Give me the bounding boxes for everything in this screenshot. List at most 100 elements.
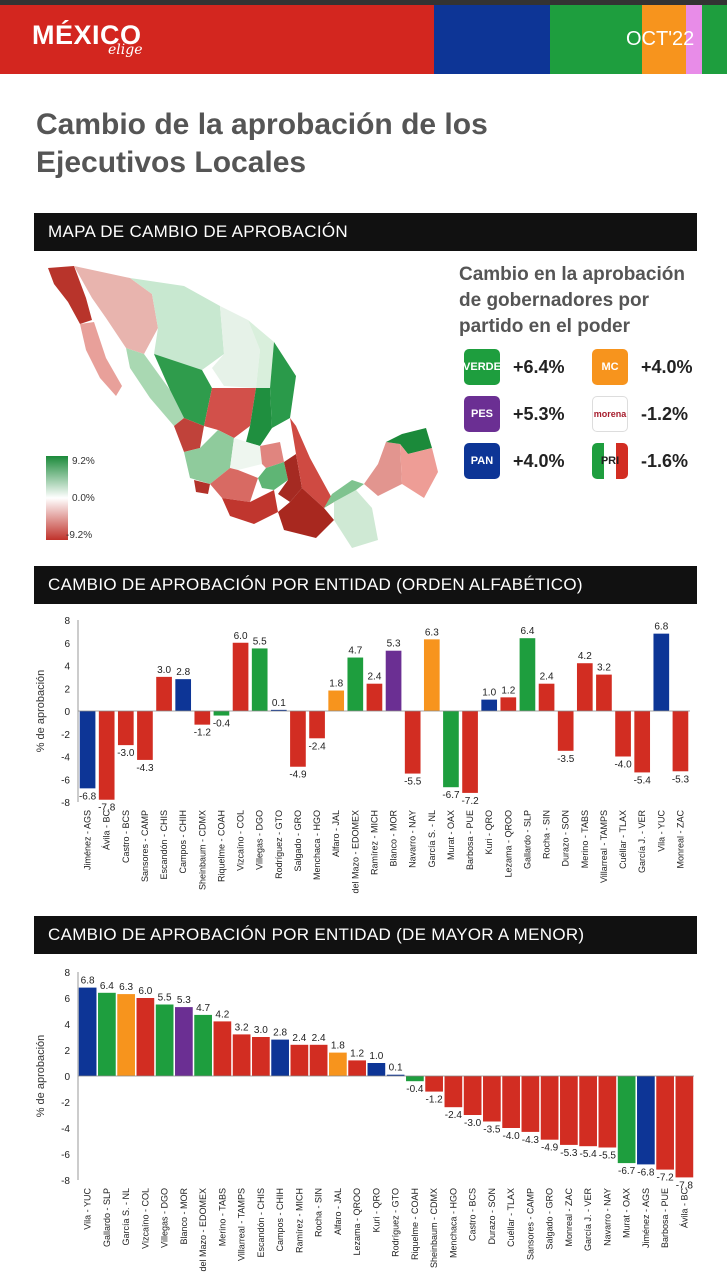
category-label: Vizcaíno - COL xyxy=(236,810,246,871)
category-label: Lezama - QROO xyxy=(503,810,513,878)
y-tick-label: 8 xyxy=(64,616,70,627)
chart-bar xyxy=(634,711,651,773)
category-label: Menchaca - HGO xyxy=(312,810,322,880)
category-label: Villarreal - TAMPS xyxy=(599,810,609,883)
party-item-verde: VERDE +6.4% xyxy=(463,349,565,385)
chart-bar xyxy=(232,1034,251,1076)
bar-value-label: 3.0 xyxy=(157,665,171,676)
category-label: Sheinbaum - CDMX xyxy=(197,810,207,890)
map-state-slp xyxy=(246,388,272,446)
category-label: Rodríguez - GTO xyxy=(391,1188,401,1257)
chart-bar xyxy=(309,711,325,739)
category-label: Riquelme - COAH xyxy=(410,1188,420,1260)
map-state-nay xyxy=(174,418,204,452)
chart-bar xyxy=(598,1076,617,1148)
bar-value-label: -5.5 xyxy=(404,777,422,788)
bar-value-label: -1.2 xyxy=(426,1095,444,1106)
bar-value-label: -3.0 xyxy=(464,1118,482,1129)
bar-value-label: 1.2 xyxy=(350,1048,364,1059)
bar-value-label: -0.4 xyxy=(213,719,231,730)
bar-value-label: -4.0 xyxy=(614,760,632,771)
party-item-mc: MC +4.0% xyxy=(592,349,693,385)
bar-value-label: 5.5 xyxy=(253,636,267,647)
category-label: Jiménez - AGS xyxy=(83,810,93,870)
bar-value-label: 6.0 xyxy=(234,631,248,642)
chart-bar xyxy=(366,683,383,711)
category-label: Villegas - DGO xyxy=(255,810,265,870)
bar-value-label: -2.4 xyxy=(308,741,326,752)
party-value: +4.0% xyxy=(641,356,693,377)
mc-logo-icon: MC xyxy=(592,349,628,385)
map-state-tabs xyxy=(324,480,364,508)
verde-logo-icon: VERDE xyxy=(463,349,501,385)
y-tick-label: 2 xyxy=(64,1046,70,1057)
category-label: Monreal - ZAC xyxy=(564,1188,574,1247)
chart-bar xyxy=(194,1014,212,1076)
category-label: del Mazo - EDOMEX xyxy=(350,810,360,894)
bar-chart-sorted: % de aprobación 8 6 4 2 0 -2 -4 -6 -8 6.8 Vila - YU… xyxy=(35,968,694,1272)
pes-logo-icon: PES xyxy=(464,396,500,432)
bar-value-label: -4.9 xyxy=(541,1143,559,1154)
party-item-pri: PRI -1.6% xyxy=(592,443,688,479)
chart-bar xyxy=(672,711,689,772)
map-state-sin xyxy=(126,348,184,426)
chart-bar xyxy=(483,1076,501,1122)
bar-value-label: -6.7 xyxy=(442,790,460,801)
logo-text: MÉXICO xyxy=(32,20,142,50)
map-state-pue xyxy=(278,454,302,502)
y-tick-label: -6 xyxy=(61,1150,70,1161)
chart-bar xyxy=(538,683,555,711)
bar-value-label: 2.4 xyxy=(292,1033,306,1044)
bar-value-label: -5.5 xyxy=(599,1151,617,1162)
chart-bar xyxy=(290,1044,309,1076)
chart-bar xyxy=(328,690,345,711)
bar-value-label: 6.3 xyxy=(425,627,439,638)
bar-chart-alphabetical: % de aprobación 8 6 4 2 0 -2 -4 -6 -8 -6.8 Jiménez … xyxy=(35,616,690,894)
morena-logo-icon: morena xyxy=(592,396,628,432)
chart-bar xyxy=(675,1076,694,1178)
category-label: Kuri - QRO xyxy=(484,810,494,855)
bar-value-label: -1.2 xyxy=(194,728,212,739)
bar-value-label: -0.4 xyxy=(406,1084,424,1095)
bar-value-label: -2.4 xyxy=(445,1110,463,1121)
category-label: Murat - OAX xyxy=(622,1188,632,1238)
chart-bar xyxy=(481,699,498,711)
category-label: Alfaro - JAL xyxy=(333,1188,343,1235)
scale-top-label: 9.2% xyxy=(72,456,95,467)
chart-bar xyxy=(462,711,478,793)
chart-bar xyxy=(329,1052,347,1076)
section-alpha-header: CAMBIO DE APROBACIÓN POR ENTIDAD (ORDEN … xyxy=(34,566,697,604)
bar-value-label: 1.8 xyxy=(329,679,343,690)
map-state-chis xyxy=(334,490,378,548)
bar-value-label: 4.2 xyxy=(578,651,592,662)
category-label: Cuéllar - TLAX xyxy=(618,810,628,869)
y-tick-label: 2 xyxy=(64,684,70,695)
bar-value-label: 3.0 xyxy=(254,1025,268,1036)
chart-bar xyxy=(213,711,230,716)
category-label: Blanco - MOR xyxy=(389,810,399,867)
chart-bar xyxy=(579,1076,597,1147)
map-state-mich xyxy=(210,468,258,502)
category-label: Riquelme - COAH xyxy=(216,810,226,882)
chart-bar xyxy=(175,679,192,711)
chart-bar xyxy=(615,711,631,757)
y-tick-label: 6 xyxy=(64,639,70,650)
bar-value-label: 6.4 xyxy=(100,981,114,992)
chart-bar xyxy=(519,638,536,711)
mexico-map xyxy=(48,266,438,548)
party-value: +5.3% xyxy=(513,403,565,424)
bar-value-label: 2.8 xyxy=(273,1028,287,1039)
category-label: Villarreal - TAMPS xyxy=(237,1188,247,1261)
map-state-chih xyxy=(130,278,224,370)
chart-bar xyxy=(367,1063,386,1076)
chart-bar xyxy=(117,994,135,1076)
map-state-dgo xyxy=(154,354,212,426)
chart-bar xyxy=(423,639,440,711)
chart-bar xyxy=(540,1076,559,1140)
category-label: Salgado - GRO xyxy=(545,1188,555,1250)
chart-bar xyxy=(155,1004,174,1076)
chart-bar xyxy=(425,1076,443,1092)
category-label: García S. - NL xyxy=(121,1188,131,1246)
category-label: Durazo - SON xyxy=(487,1188,497,1245)
bar-value-label: 4.7 xyxy=(196,1003,210,1014)
